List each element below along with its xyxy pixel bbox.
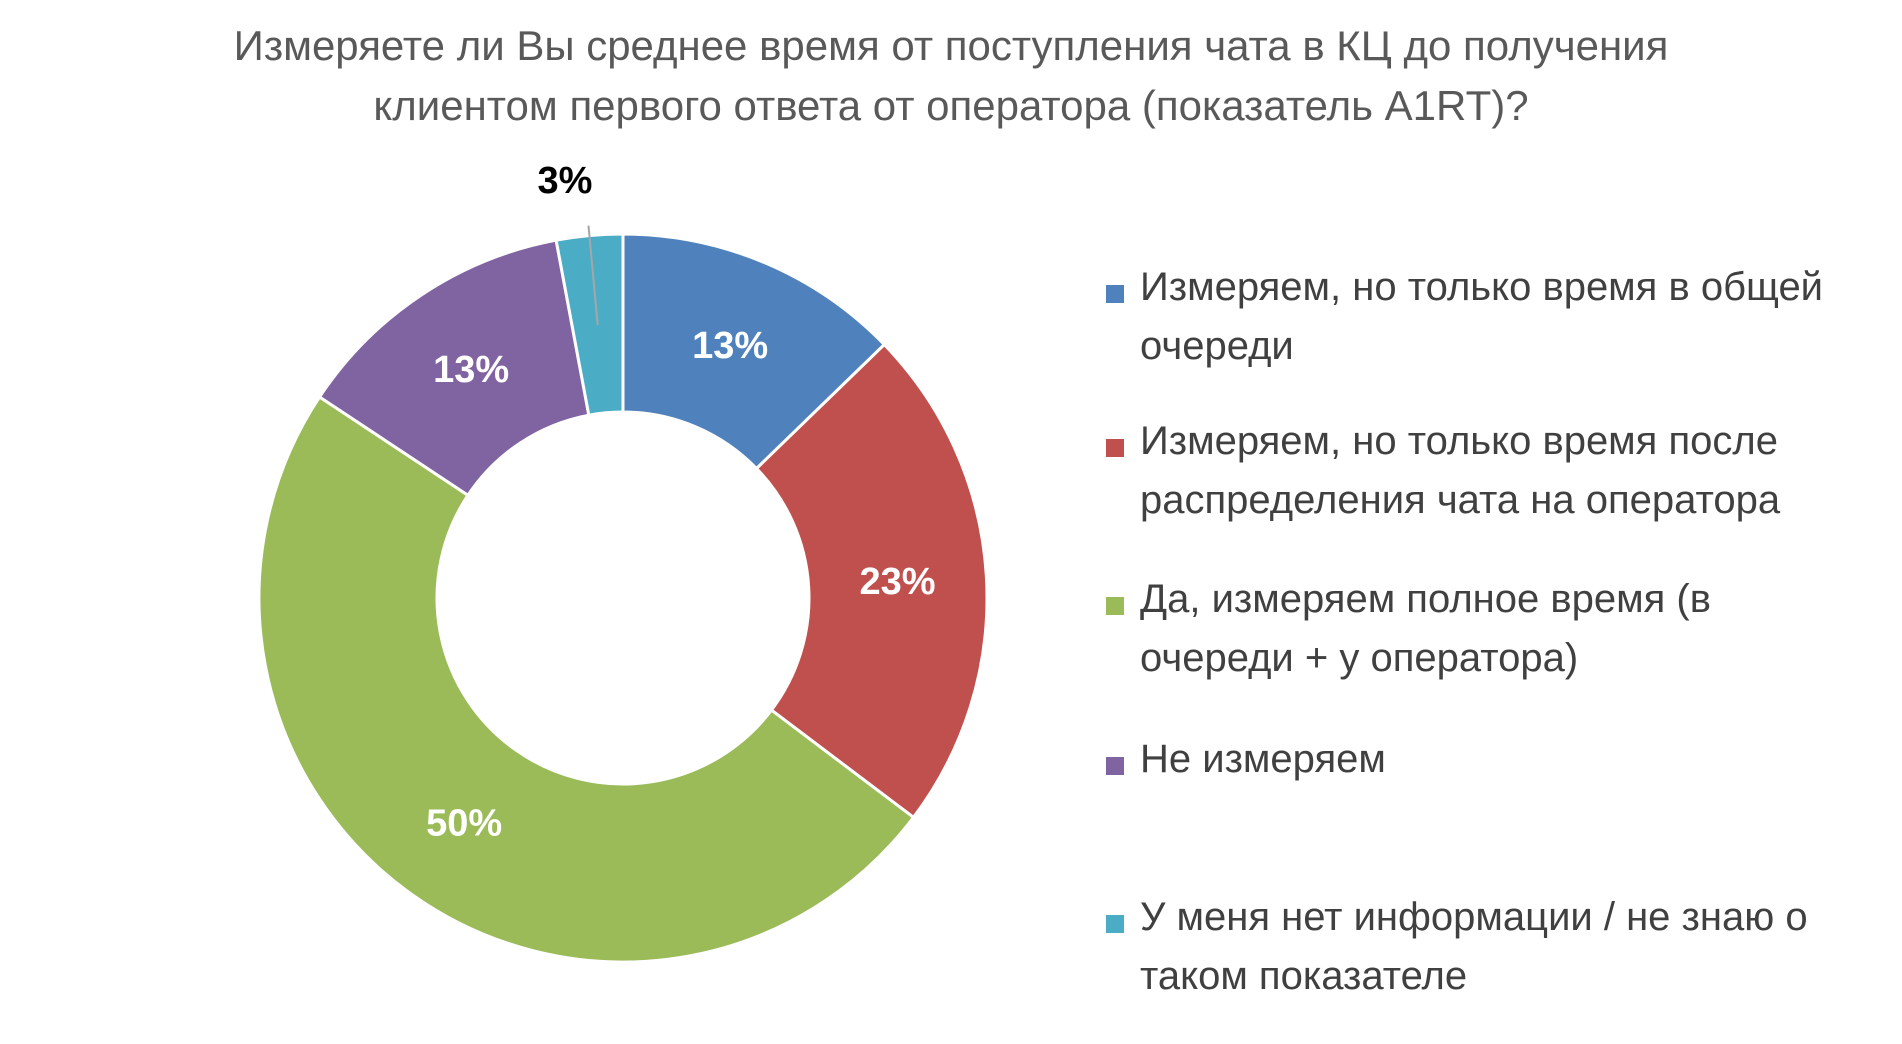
legend-swatch-purple: [1106, 757, 1124, 775]
legend-label-line-2: очереди + у оператора): [1140, 636, 1579, 680]
donut-slice-not-measured: [317, 238, 591, 498]
donut-slice-full-time: [257, 394, 916, 964]
chart-title-line-2: клиентом первого ответа от оператора (по…: [373, 82, 1529, 129]
legend-swatch-teal: [1106, 915, 1124, 933]
donut-slice-queue-only: [621, 232, 887, 471]
legend-label: Да, измеряем полное время (в очереди + у…: [1140, 570, 1892, 688]
legend-label-line-2: таком показателе: [1140, 954, 1468, 998]
donut-slice-after-assignment: [754, 342, 989, 820]
data-label-leader-line: [587, 225, 599, 326]
data-label-no-info: 3%: [537, 160, 592, 202]
legend-label-line-1: Да, измеряем полное время (в: [1140, 577, 1711, 621]
legend-swatch-blue: [1106, 285, 1124, 303]
data-label-queue-only: 13%: [692, 325, 768, 367]
legend-label: Не измеряем: [1140, 730, 1892, 789]
legend-label: У меня нет информации / не знаю о таком …: [1140, 888, 1892, 1006]
legend-label-line-2: очереди: [1140, 324, 1294, 368]
legend-label: Измеряем, но только время в общей очеред…: [1140, 258, 1892, 376]
legend-label-line-2: распределения чата на оператора: [1140, 478, 1781, 522]
legend-swatch-green: [1106, 597, 1124, 615]
legend-label-line-1: Измеряем, но только время после: [1140, 419, 1778, 463]
legend-swatch-red: [1106, 439, 1124, 457]
data-label-after-assignment: 23%: [859, 561, 935, 603]
legend-label-line-1: Измеряем, но только время в общей: [1140, 265, 1824, 309]
legend-label: Измеряем, но только время после распреде…: [1140, 412, 1892, 530]
legend-label-line-1: Не измеряем: [1140, 737, 1386, 781]
legend-label-line-1: У меня нет информации / не знаю о: [1140, 895, 1808, 939]
chart-title-line-1: Измеряете ли Вы среднее время от поступл…: [233, 22, 1669, 69]
data-label-not-measured: 13%: [433, 349, 509, 391]
data-label-full-time: 50%: [426, 802, 502, 844]
donut-slice-no-info: [554, 232, 625, 417]
